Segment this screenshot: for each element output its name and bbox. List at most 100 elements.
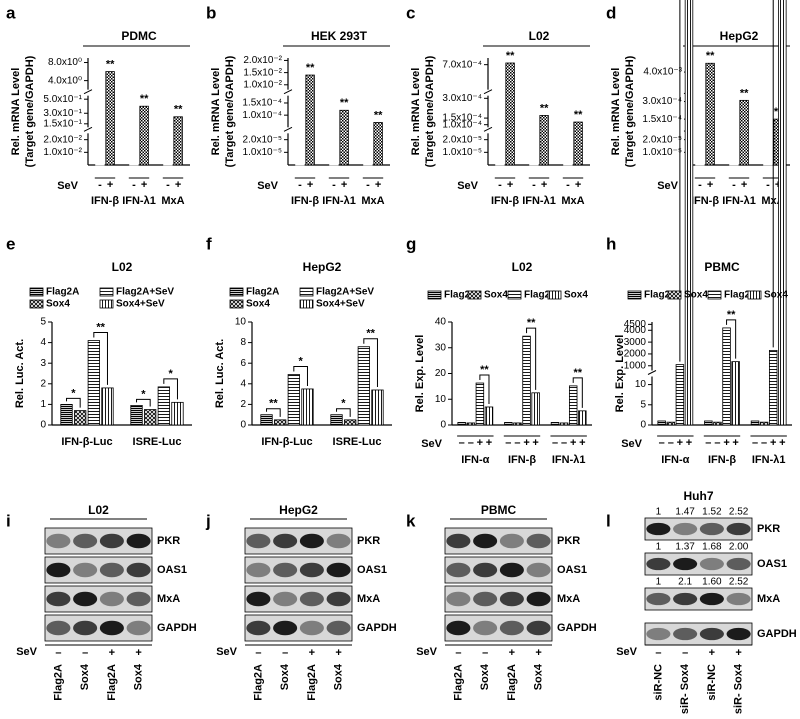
blot-band <box>646 627 671 641</box>
y-axis-label: (Target gene/GAPDH) <box>224 55 236 167</box>
blot-band <box>699 592 724 606</box>
y-tick-label: 1.0x10⁻⁴ <box>442 119 482 130</box>
y-tick-label: 2 <box>40 378 46 389</box>
bar <box>74 410 87 426</box>
blot-band <box>726 592 751 606</box>
x-tick-label: IFN-β-Luc <box>61 436 112 448</box>
blot-band <box>499 562 524 578</box>
legend-swatch <box>29 287 44 297</box>
bar <box>559 422 569 426</box>
y-tick-label: 0 <box>240 420 246 431</box>
sev-sign: + <box>307 179 313 191</box>
bar <box>731 361 740 426</box>
axis-break <box>83 126 93 132</box>
sev-sign: - <box>766 179 770 191</box>
y-tick-label: 3 <box>40 358 46 369</box>
sev-sign: - <box>532 179 536 191</box>
sev-sign: + <box>375 179 381 191</box>
significance-bracket <box>572 377 583 408</box>
legend-label: Flag2A <box>724 290 757 301</box>
significance: * <box>141 388 146 400</box>
y-tick-label: 5.0x10⁻¹ <box>43 94 82 105</box>
blot-title: HepG2 <box>279 503 318 517</box>
sev-label: SeV <box>416 646 437 658</box>
lane-label: Sox4 <box>79 663 91 690</box>
blot-band <box>126 562 151 578</box>
y-axis-label: Rel. mRNA Level <box>210 68 222 156</box>
row-label: OAS1 <box>557 564 587 576</box>
legend-label: Sox4 <box>684 290 708 301</box>
blot-band <box>273 620 298 636</box>
legend-label: Sox4+SeV <box>116 299 165 310</box>
bar <box>729 158 739 166</box>
bar <box>759 421 769 426</box>
blot-band <box>273 591 298 607</box>
sev-sign: + <box>709 647 715 659</box>
lane-label: Sox4 <box>333 663 345 690</box>
bar <box>295 162 305 166</box>
legend-swatch <box>99 287 114 297</box>
significance-bracket <box>293 366 308 386</box>
quant-label: 1 <box>656 577 662 588</box>
quant-label: 1 <box>656 542 662 553</box>
x-tick-label: IFN-λ1 <box>552 454 586 466</box>
bar <box>657 420 666 426</box>
bar <box>95 162 105 166</box>
significance: ** <box>306 62 315 74</box>
significance: * <box>71 387 76 399</box>
x-tick-label: IFN-β <box>291 195 319 207</box>
lane-label: Sox4 <box>479 663 491 690</box>
y-tick-label: 6 <box>240 358 246 369</box>
bar <box>329 162 339 166</box>
bar <box>705 62 715 166</box>
y-tick-label: 2000 <box>624 349 647 360</box>
blot-band <box>526 562 551 578</box>
lane-label: Flag2A <box>52 664 64 701</box>
quant-label: 1 <box>656 507 662 518</box>
y-tick-label: 1.0x10⁻⁵ <box>243 147 282 158</box>
blot-band <box>473 620 498 636</box>
sev-sign: – <box>505 437 511 449</box>
legend-swatch <box>747 290 762 300</box>
legend-label: Flag2A+SeV <box>116 287 174 298</box>
bar <box>578 410 587 426</box>
x-tick-label: IFN-λ1 <box>322 195 356 207</box>
panel-letter: c <box>406 3 415 22</box>
legend-swatch <box>99 299 114 309</box>
x-tick-label: IFN-β <box>508 454 536 466</box>
row-label: GAPDH <box>557 622 597 634</box>
significance: * <box>341 398 346 410</box>
y-axis-label: (Target gene/GAPDH) <box>24 55 36 167</box>
significance-bracket <box>336 408 351 417</box>
sev-sign: + <box>532 437 538 449</box>
legend-swatch <box>229 299 244 309</box>
bar <box>550 422 560 426</box>
significance-bracket <box>93 332 108 385</box>
lane-label: Sox4 <box>279 663 291 690</box>
significance: ** <box>366 328 375 340</box>
lane-label: siR- Sox4 <box>733 663 745 714</box>
row-label: OAS1 <box>357 564 387 576</box>
sev-sign: + <box>309 647 315 659</box>
sev-sign: + <box>335 647 341 659</box>
bar <box>373 122 383 166</box>
sev-sign: – <box>255 647 261 659</box>
bar <box>704 420 713 426</box>
sev-sign: + <box>135 647 141 659</box>
blot-band <box>699 557 724 571</box>
bar <box>466 422 476 426</box>
row-label: OAS1 <box>157 564 187 576</box>
significance: ** <box>706 50 715 62</box>
blot-band <box>326 562 351 578</box>
significance-bracket <box>526 327 537 390</box>
y-tick-label: 4 <box>40 337 46 348</box>
chart-title: PDMC <box>121 29 157 43</box>
sev-sign: - <box>498 179 502 191</box>
sev-sign: + <box>535 647 541 659</box>
quant-label: 2.00 <box>729 542 749 553</box>
bar <box>129 159 139 166</box>
blot-band <box>126 533 151 549</box>
significance-bracket <box>136 398 151 407</box>
sev-sign: + <box>341 179 347 191</box>
lane-label: Sox4 <box>133 663 145 690</box>
